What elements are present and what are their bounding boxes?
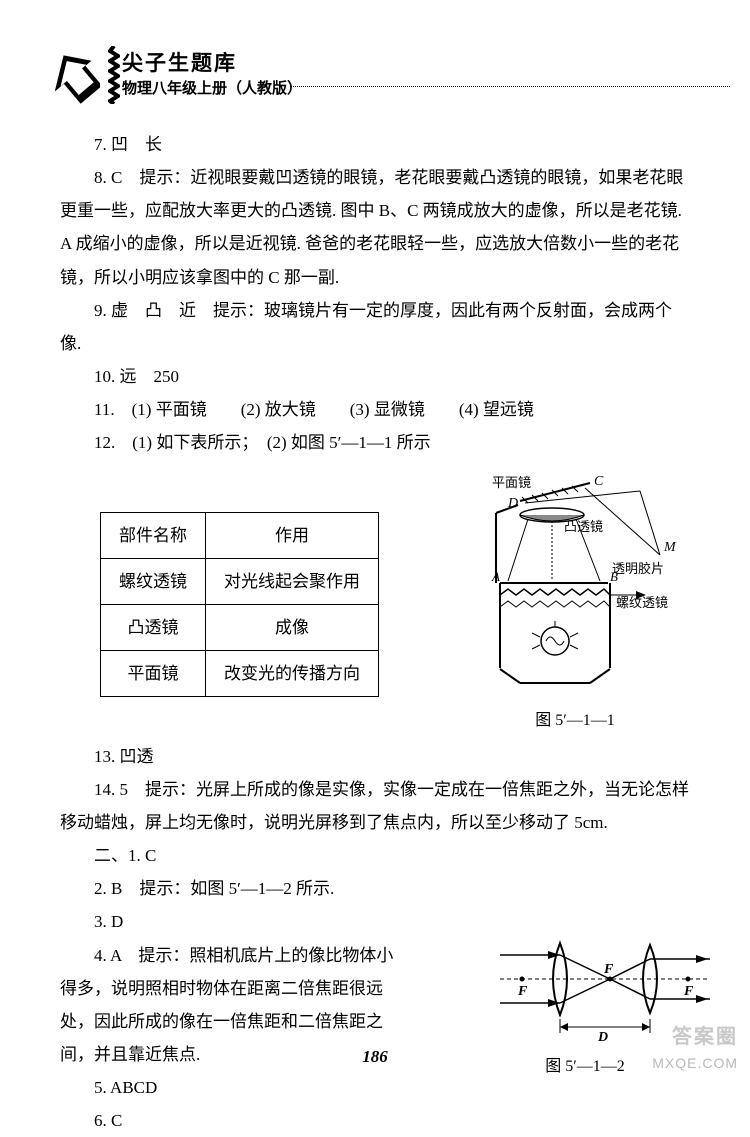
answer-2-6: 6. C [60, 1104, 690, 1137]
table-row: 螺纹透镜 对光线起会聚作用 [101, 558, 379, 604]
page-header: 尖子生题库 物理八年级上册（人教版） [60, 40, 690, 112]
page-number: 186 [0, 1040, 750, 1073]
label-convex: 凸透镜 [564, 519, 603, 534]
answer-12: 12. (1) 如下表所示； (2) 如图 5′—1—1 所示 [60, 426, 690, 459]
answer-13: 13. 凹透 [60, 740, 690, 773]
answer-11: 11. (1) 平面镜 (2) 放大镜 (3) 显微镜 (4) 望远镜 [60, 393, 690, 426]
table-row: 平面镜 改变光的传播方向 [101, 651, 379, 697]
label-f1: F [517, 984, 528, 999]
table-row: 部件名称 作用 [101, 512, 379, 558]
table-row: 凸透镜 成像 [101, 605, 379, 651]
table-cell: 对光线起会聚作用 [206, 558, 379, 604]
answer-8: 8. C 提示：近视眼要戴凹透镜的眼镜，老花眼要戴凸透镜的眼镜，如果老花眼更重一… [60, 161, 690, 294]
book-subtitle: 物理八年级上册（人教版） [122, 74, 302, 103]
header-divider [290, 86, 730, 87]
arrow-icon [44, 52, 100, 110]
answer-7: 7. 凹 长 [60, 128, 690, 161]
label-m: M [663, 540, 677, 555]
answer-14: 14. 5 提示：光屏上所成的像是实像，实像一定成在一倍焦距之外，当无论怎样移动… [60, 773, 690, 839]
parts-table: 部件名称 作用 螺纹透镜 对光线起会聚作用 凸透镜 成像 平面镜 改变光的传播方… [100, 512, 379, 698]
answer-content: 7. 凹 长 8. C 提示：近视眼要戴凹透镜的眼镜，老花眼要戴凸透镜的眼镜，如… [60, 128, 690, 1137]
wavy-decoration-icon [108, 46, 120, 104]
table-header: 作用 [206, 512, 379, 558]
figure-1-container: 平面镜 C D 凸透镜 M A B 透明胶片 [460, 473, 690, 735]
table-cell: 改变光的传播方向 [206, 651, 379, 697]
table-cell: 平面镜 [101, 651, 206, 697]
label-f2: F [603, 962, 614, 977]
projector-diagram-icon: 平面镜 C D 凸透镜 M A B 透明胶片 [460, 473, 690, 693]
table-cell: 螺纹透镜 [101, 558, 206, 604]
table-cell: 成像 [206, 605, 379, 651]
table-header: 部件名称 [101, 512, 206, 558]
answer-2-2: 2. B 提示：如图 5′—1—2 所示. [60, 872, 690, 905]
label-f3: F [683, 984, 694, 999]
watermark-url: MXQE.COM [652, 1050, 738, 1077]
label-film: 透明胶片 [612, 561, 664, 576]
answer-10: 10. 远 250 [60, 360, 690, 393]
table-cell: 凸透镜 [101, 605, 206, 651]
label-c: C [594, 474, 604, 489]
figure-1-caption: 图 5′—1—1 [460, 705, 690, 736]
section-2-1: 二、1. C [60, 839, 690, 872]
label-thread: 螺纹透镜 [616, 595, 668, 610]
label-mirror: 平面镜 [492, 475, 531, 490]
answer-9: 9. 虚 凸 近 提示：玻璃镜片有一定的厚度，因此有两个反射面，会成两个像. [60, 294, 690, 360]
